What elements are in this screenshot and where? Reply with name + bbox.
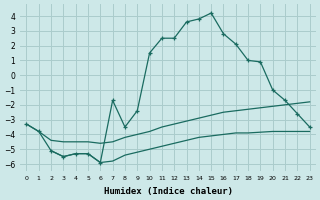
X-axis label: Humidex (Indice chaleur): Humidex (Indice chaleur) (104, 187, 233, 196)
